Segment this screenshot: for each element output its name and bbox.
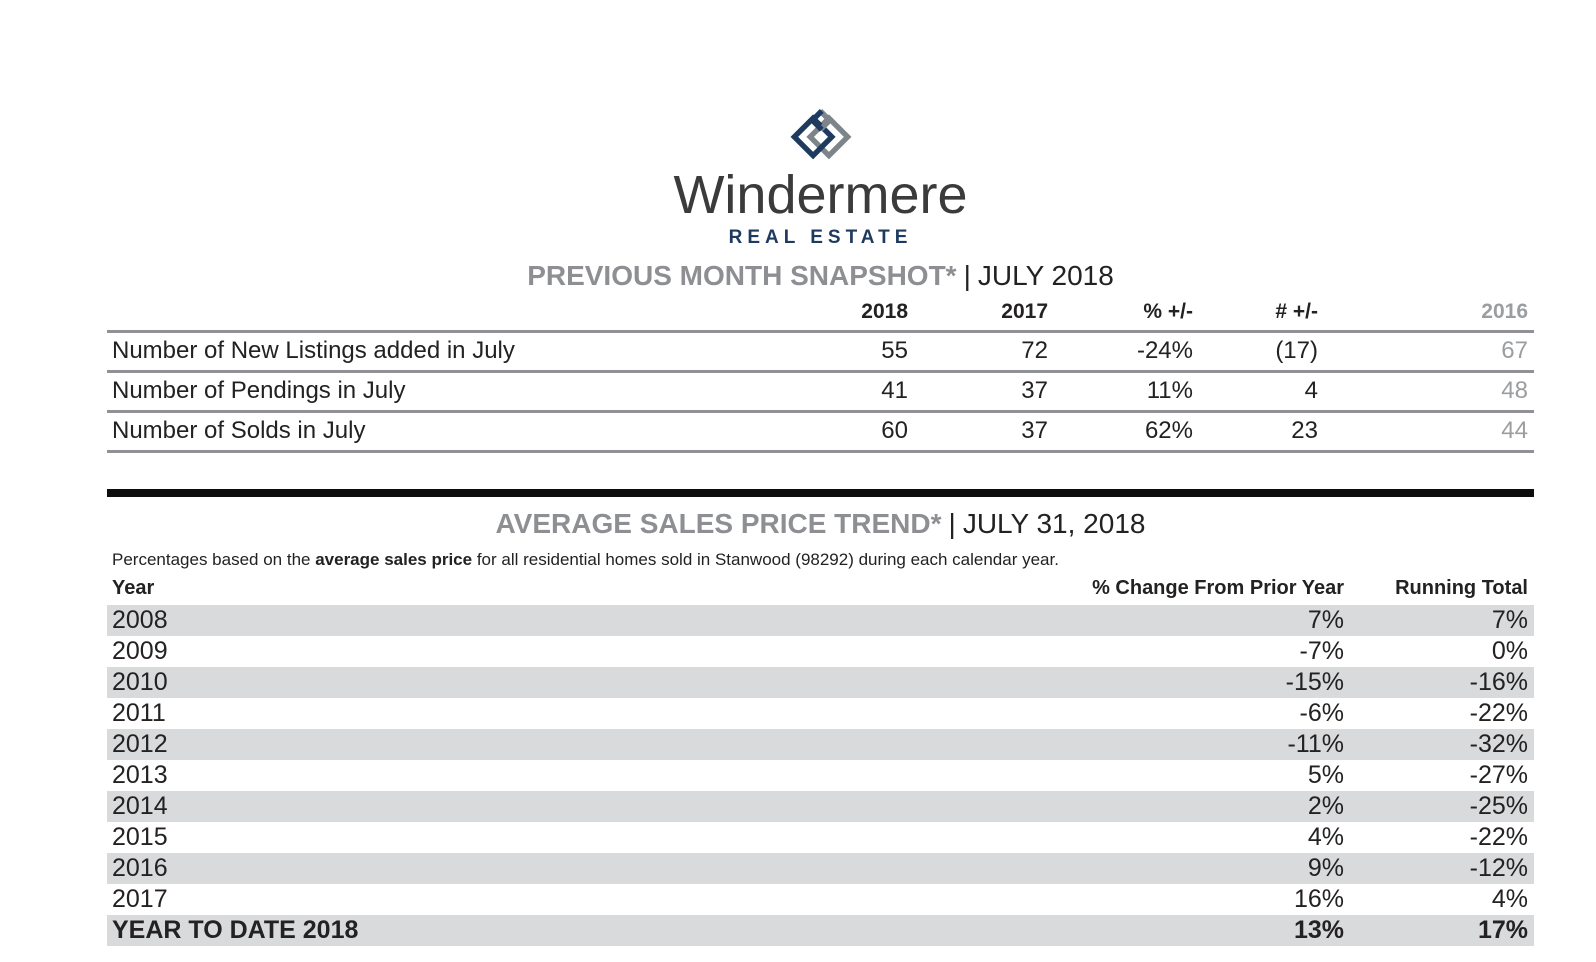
trend-header-change: % Change From Prior Year: [1092, 577, 1344, 599]
table-row: 2012 -11% -32%: [107, 729, 1534, 760]
section-divider: [107, 489, 1534, 497]
year-cell: 2014: [112, 792, 168, 820]
table-row: 2013 5% -27%: [107, 760, 1534, 791]
running-cell: -27%: [1469, 761, 1528, 789]
snapshot-header-pct: % +/-: [1060, 300, 1205, 333]
trend-note: Percentages based on the average sales p…: [107, 550, 1534, 570]
trend-header-year: Year: [112, 577, 155, 599]
trend-title-text: AVERAGE SALES PRICE TREND*: [495, 508, 942, 539]
change-cell: 5%: [1307, 761, 1344, 789]
snapshot-header-label: [107, 300, 787, 333]
year-cell: 2012: [112, 730, 168, 758]
change-cell: 16%: [1293, 885, 1344, 913]
trend-header-row: Year % Change From Prior Year Running To…: [107, 577, 1534, 605]
title-separator: |: [948, 508, 956, 539]
snapshot-table: 2018 2017 % +/- # +/- 2016 Number of New…: [107, 300, 1534, 453]
running-cell: 7%: [1491, 606, 1528, 634]
value-num-change: 23: [1205, 411, 1330, 453]
brand-header: Windermere REAL ESTATE: [107, 0, 1534, 249]
running-cell: 4%: [1491, 885, 1528, 913]
table-row: 2008 7% 7%: [107, 605, 1534, 636]
value-pct-change: 11%: [1060, 371, 1205, 413]
trend-section-title: AVERAGE SALES PRICE TREND* | JULY 31, 2018: [107, 507, 1534, 540]
snapshot-title-text: PREVIOUS MONTH SNAPSHOT*: [527, 260, 957, 291]
change-cell: -7%: [1299, 637, 1344, 665]
snapshot-period-text: JULY 2018: [977, 260, 1114, 291]
table-row: 2017 16% 4%: [107, 884, 1534, 915]
value-2018: 60: [787, 411, 920, 453]
year-cell: YEAR TO DATE 2018: [112, 916, 359, 944]
change-cell: 7%: [1307, 606, 1344, 634]
trend-period-text: JULY 31, 2018: [962, 508, 1146, 539]
running-cell: 17%: [1477, 916, 1528, 944]
year-cell: 2013: [112, 761, 168, 789]
running-cell: -22%: [1469, 823, 1528, 851]
value-2017: 72: [920, 331, 1060, 373]
running-cell: -22%: [1469, 699, 1528, 727]
value-2016: 67: [1330, 331, 1534, 373]
value-2017: 37: [920, 371, 1060, 413]
table-row: Number of Solds in July 60 37 62% 23 44: [107, 411, 1534, 453]
year-cell: 2008: [112, 606, 168, 634]
snapshot-header-2016: 2016: [1330, 300, 1534, 333]
snapshot-header-2017: 2017: [920, 300, 1060, 333]
table-row: Number of New Listings added in July 55 …: [107, 331, 1534, 373]
running-cell: -25%: [1469, 792, 1528, 820]
value-2018: 55: [787, 331, 920, 373]
value-2018: 41: [787, 371, 920, 413]
value-2016: 48: [1330, 371, 1534, 413]
change-cell: 9%: [1307, 854, 1344, 882]
row-label: Number of Solds in July: [107, 411, 787, 453]
change-cell: -15%: [1285, 668, 1344, 696]
year-cell: 2010: [112, 668, 168, 696]
snapshot-header-2018: 2018: [787, 300, 920, 333]
snapshot-header-diff: # +/-: [1205, 300, 1330, 333]
value-pct-change: -24%: [1060, 331, 1205, 373]
table-row: 2015 4% -22%: [107, 822, 1534, 853]
year-cell: 2015: [112, 823, 168, 851]
note-suffix: for all residential homes sold in Stanwo…: [472, 550, 1059, 569]
note-emphasis: average sales price: [315, 550, 473, 569]
change-cell: 2%: [1307, 792, 1344, 820]
running-cell: 0%: [1491, 637, 1528, 665]
running-cell: -12%: [1469, 854, 1528, 882]
year-cell: 2009: [112, 637, 168, 665]
value-num-change: 4: [1205, 371, 1330, 413]
row-label: Number of Pendings in July: [107, 371, 787, 413]
snapshot-header-row: 2018 2017 % +/- # +/- 2016: [107, 300, 1534, 333]
table-row: 2014 2% -25%: [107, 791, 1534, 822]
table-row: 2010 -15% -16%: [107, 667, 1534, 698]
value-num-change: (17): [1205, 331, 1330, 373]
running-cell: -16%: [1469, 668, 1528, 696]
year-cell: 2017: [112, 885, 168, 913]
brand-wordmark: Windermere: [673, 165, 968, 225]
running-cell: -32%: [1469, 730, 1528, 758]
table-row: 2009 -7% 0%: [107, 636, 1534, 667]
change-cell: 13%: [1293, 916, 1344, 944]
table-row: Number of Pendings in July 41 37 11% 4 4…: [107, 371, 1534, 413]
row-label: Number of New Listings added in July: [107, 331, 787, 373]
report-page: Windermere REAL ESTATE PREVIOUS MONTH SN…: [107, 0, 1534, 946]
value-2016: 44: [1330, 411, 1534, 453]
year-cell: 2016: [112, 854, 168, 882]
note-prefix: Percentages based on the: [112, 550, 316, 569]
brand-tagline: REAL ESTATE: [728, 227, 913, 248]
windermere-logo-icon: [790, 109, 851, 160]
change-cell: 4%: [1307, 823, 1344, 851]
trend-table: Year % Change From Prior Year Running To…: [107, 577, 1534, 946]
snapshot-section-title: PREVIOUS MONTH SNAPSHOT* | JULY 2018: [107, 259, 1534, 292]
trend-header-running: Running Total: [1395, 577, 1528, 599]
change-cell: -6%: [1299, 699, 1344, 727]
year-cell: 2011: [112, 699, 166, 727]
value-2017: 37: [920, 411, 1060, 453]
value-pct-change: 62%: [1060, 411, 1205, 453]
title-separator: |: [963, 260, 971, 291]
change-cell: -11%: [1287, 730, 1344, 758]
table-row: 2011 -6% -22%: [107, 698, 1534, 729]
table-row: 2016 9% -12%: [107, 853, 1534, 884]
year-to-date-row: YEAR TO DATE 2018 13% 17%: [107, 915, 1534, 946]
